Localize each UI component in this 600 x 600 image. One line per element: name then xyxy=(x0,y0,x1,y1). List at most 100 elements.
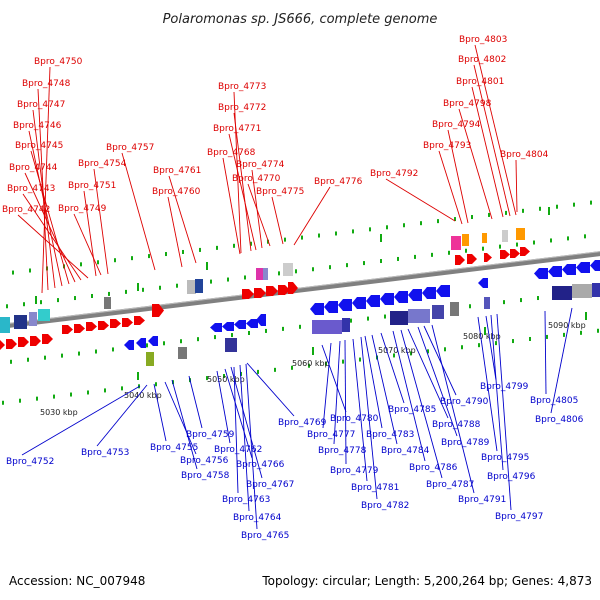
forward-gene-arrow[interactable] xyxy=(520,247,530,256)
gene-label-forward[interactable]: Bpro_4804 xyxy=(500,150,549,160)
gene-tracks[interactable] xyxy=(0,228,600,366)
gene-label-reverse[interactable]: Bpro_4759 xyxy=(186,430,235,440)
gene-label-reverse[interactable]: Bpro_4767 xyxy=(246,480,294,490)
reverse-gene-arrow[interactable] xyxy=(562,264,576,275)
gene-label-forward[interactable]: Bpro_4751 xyxy=(68,181,116,191)
reverse-gene-arrow[interactable] xyxy=(576,262,590,273)
reverse-gene-arrow[interactable] xyxy=(124,340,134,350)
gene-label-forward[interactable]: Bpro_4760 xyxy=(152,187,201,197)
reverse-gene-arrow[interactable] xyxy=(548,266,562,277)
gene-label-reverse[interactable]: Bpro_4795 xyxy=(481,453,529,463)
gene-label-reverse[interactable]: Bpro_4788 xyxy=(432,420,481,430)
gene-label-forward[interactable]: Bpro_4793 xyxy=(423,141,471,151)
gene-label-forward[interactable]: Bpro_4801 xyxy=(456,77,504,87)
forward-gene-arrow[interactable] xyxy=(74,324,85,333)
gene-label-reverse[interactable]: Bpro_4786 xyxy=(409,463,458,473)
forward-gene-arrow[interactable] xyxy=(122,318,133,327)
forward-gene-arrow[interactable] xyxy=(42,334,53,344)
gene-label-reverse[interactable]: Bpro_4789 xyxy=(441,438,490,448)
gene-label-reverse[interactable]: Bpro_4756 xyxy=(180,456,229,466)
gene-label-reverse[interactable]: Bpro_4777 xyxy=(307,430,355,440)
forward-gene-arrow[interactable] xyxy=(110,319,121,328)
gene-labels[interactable]: Bpro_4750 Bpro_4748 Bpro_4747 Bpro_4746 Bpro… xyxy=(2,35,584,541)
reverse-gene-arrow[interactable] xyxy=(436,285,450,297)
gene-label-forward[interactable]: Bpro_4749 xyxy=(58,204,107,214)
gene-label-forward[interactable]: Bpro_4748 xyxy=(22,79,71,89)
gene-label-reverse[interactable]: Bpro_4796 xyxy=(487,472,536,482)
forward-gene-arrow[interactable] xyxy=(510,249,520,258)
forward-gene-arrow[interactable] xyxy=(455,255,465,265)
gene-label-forward[interactable]: Bpro_4770 xyxy=(232,174,281,184)
gene-label-forward[interactable]: Bpro_4776 xyxy=(314,177,363,187)
reverse-gene-arrow[interactable] xyxy=(210,323,222,332)
gene-label-reverse[interactable]: Bpro_4805 xyxy=(530,396,578,406)
gene-label-forward[interactable]: Bpro_4802 xyxy=(458,55,506,65)
gene-label-reverse[interactable]: Bpro_4791 xyxy=(458,495,506,505)
gene-label-forward[interactable]: Bpro_4773 xyxy=(218,82,266,92)
gene-label-reverse[interactable]: Bpro_4783 xyxy=(366,430,414,440)
gene-label-forward[interactable]: Bpro_4792 xyxy=(370,169,418,179)
reverse-gene-arrow[interactable] xyxy=(366,295,380,307)
gene-label-forward[interactable]: Bpro_4746 xyxy=(13,121,62,131)
gene-label-reverse[interactable]: Bpro_4784 xyxy=(381,446,430,456)
forward-gene-arrow[interactable] xyxy=(30,336,41,346)
gene-label-reverse[interactable]: Bpro_4753 xyxy=(81,448,129,458)
forward-gene-arrow[interactable] xyxy=(484,253,492,262)
gene-label-forward[interactable]: Bpro_4771 xyxy=(213,124,261,134)
gene-label-reverse[interactable]: Bpro_4763 xyxy=(222,495,270,505)
gene-label-forward[interactable]: Bpro_4774 xyxy=(236,160,285,170)
gene-label-reverse[interactable]: Bpro_4780 xyxy=(330,414,379,424)
reverse-gene-arrow[interactable] xyxy=(352,297,366,309)
gene-label-reverse[interactable]: Bpro_4769 xyxy=(278,418,327,428)
gene-label-reverse[interactable]: Bpro_4758 xyxy=(181,471,230,481)
gene-label-forward[interactable]: Bpro_4750 xyxy=(34,57,83,67)
forward-gene-arrow[interactable] xyxy=(98,321,109,330)
gene-label-forward[interactable]: Bpro_4772 xyxy=(218,103,266,113)
reverse-gene-arrow[interactable] xyxy=(222,322,234,331)
gene-label-reverse[interactable]: Bpro_4779 xyxy=(330,466,379,476)
gene-label-reverse[interactable]: Bpro_4752 xyxy=(6,457,54,467)
gene-label-reverse[interactable]: Bpro_4790 xyxy=(440,397,489,407)
gene-label-forward[interactable]: Bpro_4742 xyxy=(2,205,50,215)
gene-label-reverse[interactable]: Bpro_4799 xyxy=(480,382,529,392)
reverse-gene-arrow[interactable] xyxy=(534,268,548,279)
gene-label-forward[interactable]: Bpro_4798 xyxy=(443,99,492,109)
gene-label-reverse[interactable]: Bpro_4797 xyxy=(495,512,543,522)
forward-gene-arrow[interactable] xyxy=(18,337,29,347)
reverse-gene-arrow[interactable] xyxy=(136,338,146,348)
reverse-gene-arrow[interactable] xyxy=(324,301,338,313)
gene-label-forward[interactable]: Bpro_4745 xyxy=(15,141,63,151)
forward-gene-arrow[interactable] xyxy=(152,304,164,317)
gene-label-reverse[interactable]: Bpro_4755 xyxy=(150,443,198,453)
forward-gene-arrow[interactable] xyxy=(62,325,73,334)
gene-label-forward[interactable]: Bpro_4761 xyxy=(153,166,201,176)
forward-gene-arrow[interactable] xyxy=(86,322,97,331)
forward-gene-arrow[interactable] xyxy=(278,285,290,295)
reverse-gene-arrow[interactable] xyxy=(148,336,158,346)
gene-label-forward[interactable]: Bpro_4803 xyxy=(459,35,507,45)
gene-label-forward[interactable]: Bpro_4794 xyxy=(432,120,481,130)
reverse-gene-arrow[interactable] xyxy=(422,287,436,299)
reverse-gene-arrow[interactable] xyxy=(234,320,246,329)
forward-gene-arrow[interactable] xyxy=(288,282,298,294)
reverse-gene-arrow[interactable] xyxy=(394,291,408,303)
forward-gene-arrow[interactable] xyxy=(254,288,266,298)
forward-gene-arrow[interactable] xyxy=(6,339,17,349)
gene-label-forward[interactable]: Bpro_4775 xyxy=(256,187,304,197)
reverse-gene-arrow[interactable] xyxy=(256,314,266,326)
reverse-gene-arrow[interactable] xyxy=(478,278,488,288)
gene-label-forward[interactable]: Bpro_4743 xyxy=(7,184,55,194)
gene-label-reverse[interactable]: Bpro_4762 xyxy=(214,445,262,455)
gene-label-forward[interactable]: Bpro_4754 xyxy=(78,159,127,169)
forward-gene-arrow[interactable] xyxy=(500,250,510,259)
reverse-gene-arrow[interactable] xyxy=(246,319,258,328)
gene-label-forward[interactable]: Bpro_4744 xyxy=(9,163,58,173)
gene-label-reverse[interactable]: Bpro_4781 xyxy=(351,483,399,493)
gene-label-forward[interactable]: Bpro_4747 xyxy=(17,100,65,110)
gene-label-reverse[interactable]: Bpro_4787 xyxy=(426,480,474,490)
reverse-gene-arrow[interactable] xyxy=(590,260,600,271)
gene-label-forward[interactable]: Bpro_4768 xyxy=(207,148,256,158)
forward-gene-arrow[interactable] xyxy=(0,340,5,350)
gene-label-reverse[interactable]: Bpro_4766 xyxy=(236,460,285,470)
